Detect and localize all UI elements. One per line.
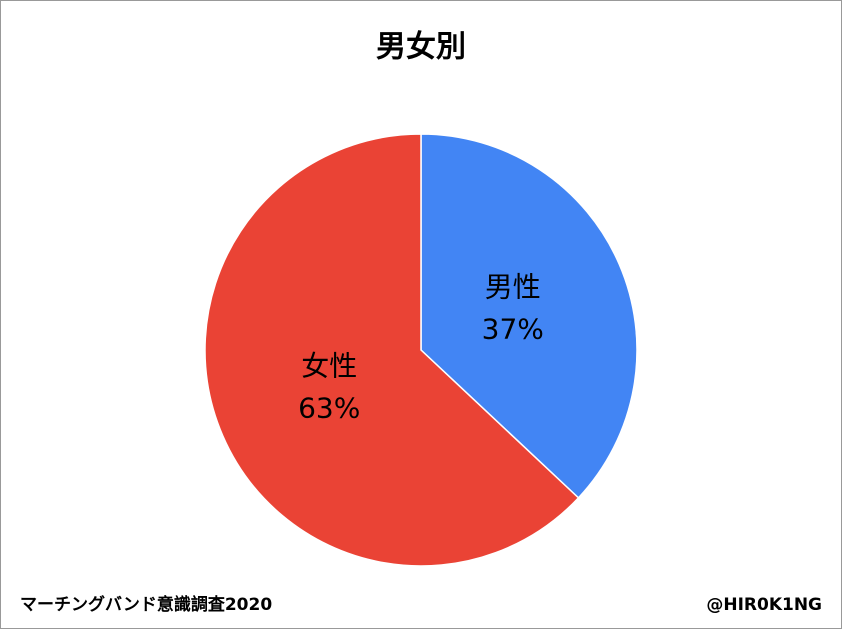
- chart-title: 男女別: [376, 30, 466, 65]
- value-label: 37%: [482, 312, 544, 345]
- source-note: マーチングバンド意識調査2020: [20, 594, 272, 615]
- slice-label: 男性: [485, 270, 541, 303]
- credit: @HIR0K1NG: [706, 595, 822, 615]
- pie-slice: [204, 133, 580, 567]
- value-label: 63%: [298, 392, 360, 425]
- slice-label: 女性: [301, 350, 357, 383]
- pie-slice: [420, 133, 638, 499]
